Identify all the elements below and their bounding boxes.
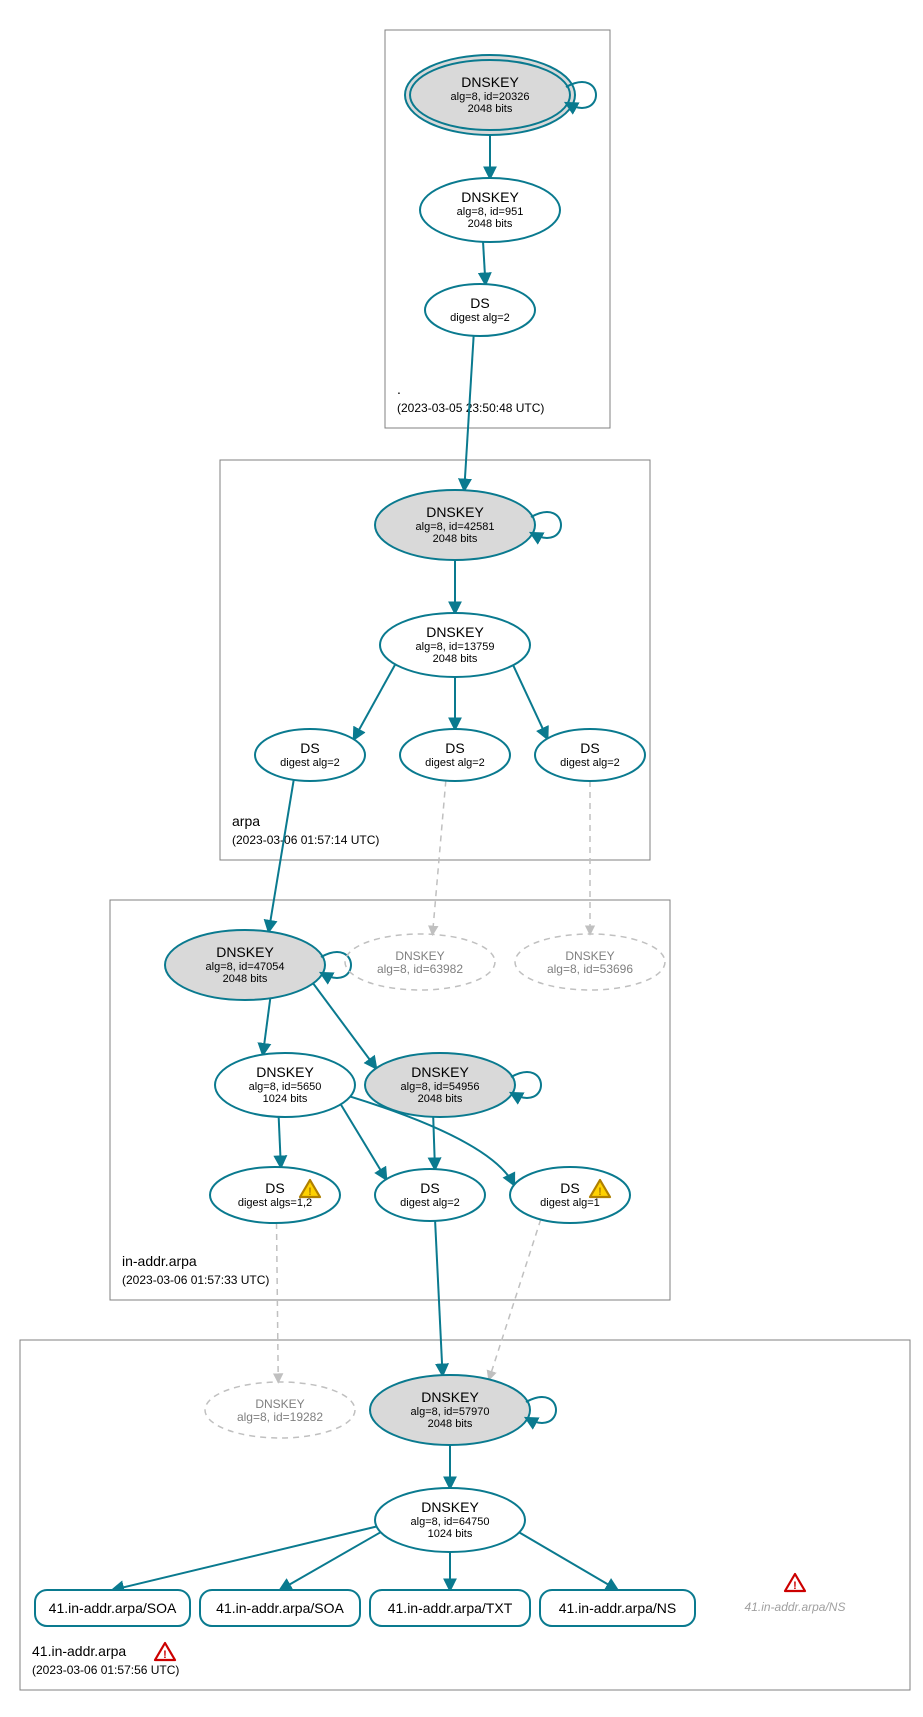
- svg-text:2048 bits: 2048 bits: [468, 103, 513, 115]
- svg-text:in-addr.arpa: in-addr.arpa: [122, 1253, 197, 1269]
- svg-text:DS: DS: [420, 1180, 439, 1196]
- svg-text:41.in-addr.arpa/NS: 41.in-addr.arpa/NS: [559, 1600, 677, 1616]
- svg-text:alg=8, id=57970: alg=8, id=57970: [411, 1406, 490, 1418]
- svg-text:alg=8, id=5650: alg=8, id=5650: [249, 1081, 322, 1093]
- svg-text:DNSKEY: DNSKEY: [216, 944, 274, 960]
- svg-text:DNSKEY: DNSKEY: [565, 949, 614, 963]
- svg-text:DNSKEY: DNSKEY: [421, 1389, 479, 1405]
- svg-text:DNSKEY: DNSKEY: [411, 1064, 469, 1080]
- svg-text:digest alg=2: digest alg=2: [400, 1197, 460, 1209]
- svg-text:1024 bits: 1024 bits: [428, 1528, 473, 1540]
- svg-text:DNSKEY: DNSKEY: [461, 74, 519, 90]
- svg-text:DNSKEY: DNSKEY: [426, 504, 484, 520]
- warn-icon: !: [785, 1574, 805, 1592]
- svg-text:digest alg=2: digest alg=2: [560, 757, 620, 769]
- svg-text:41.in-addr.arpa/NS: 41.in-addr.arpa/NS: [745, 1600, 846, 1614]
- svg-text:(2023-03-06 01:57:56 UTC): (2023-03-06 01:57:56 UTC): [32, 1663, 179, 1677]
- svg-text:digest alg=2: digest alg=2: [425, 757, 485, 769]
- svg-text:alg=8, id=53696: alg=8, id=53696: [547, 962, 633, 976]
- svg-text:!: !: [308, 1186, 312, 1198]
- svg-text:alg=8, id=13759: alg=8, id=13759: [416, 641, 495, 653]
- svg-text:alg=8, id=19282: alg=8, id=19282: [237, 1410, 323, 1424]
- svg-text:41.in-addr.arpa/TXT: 41.in-addr.arpa/TXT: [388, 1600, 513, 1616]
- dnssec-diagram: . (2023-03-05 23:50:48 UTC) arpa (2023-03-0…: [0, 0, 923, 1717]
- svg-text:2048 bits: 2048 bits: [433, 533, 478, 545]
- svg-text:41.in-addr.arpa/SOA: 41.in-addr.arpa/SOA: [49, 1600, 177, 1616]
- svg-text:alg=8, id=20326: alg=8, id=20326: [451, 91, 530, 103]
- svg-text:.: .: [397, 381, 401, 397]
- svg-text:DNSKEY: DNSKEY: [255, 1397, 304, 1411]
- svg-text:DS: DS: [265, 1180, 284, 1196]
- svg-text:41.in-addr.arpa/SOA: 41.in-addr.arpa/SOA: [216, 1600, 344, 1616]
- svg-text:1024 bits: 1024 bits: [263, 1093, 308, 1105]
- svg-text:2048 bits: 2048 bits: [468, 218, 513, 230]
- svg-text:arpa: arpa: [232, 813, 260, 829]
- svg-text:alg=8, id=42581: alg=8, id=42581: [416, 521, 495, 533]
- svg-text:!: !: [163, 1649, 167, 1661]
- svg-text:DNSKEY: DNSKEY: [256, 1064, 314, 1080]
- svg-text:(2023-03-05 23:50:48 UTC): (2023-03-05 23:50:48 UTC): [397, 401, 544, 415]
- svg-text:DNSKEY: DNSKEY: [426, 624, 484, 640]
- svg-text:digest algs=1,2: digest algs=1,2: [238, 1197, 312, 1209]
- svg-text:2048 bits: 2048 bits: [418, 1093, 463, 1105]
- svg-text:digest alg=2: digest alg=2: [280, 757, 340, 769]
- svg-text:41.in-addr.arpa: 41.in-addr.arpa: [32, 1643, 126, 1659]
- svg-text:!: !: [598, 1186, 602, 1198]
- svg-text:DNSKEY: DNSKEY: [461, 189, 519, 205]
- svg-text:DNSKEY: DNSKEY: [421, 1499, 479, 1515]
- svg-text:!: !: [793, 1580, 797, 1592]
- svg-text:alg=8, id=64750: alg=8, id=64750: [411, 1516, 490, 1528]
- svg-text:alg=8, id=47054: alg=8, id=47054: [206, 961, 285, 973]
- svg-text:DS: DS: [445, 740, 464, 756]
- svg-text:alg=8, id=951: alg=8, id=951: [457, 206, 524, 218]
- svg-text:DS: DS: [560, 1180, 579, 1196]
- svg-text:DS: DS: [470, 295, 489, 311]
- svg-text:alg=8, id=63982: alg=8, id=63982: [377, 962, 463, 976]
- svg-text:DNSKEY: DNSKEY: [395, 949, 444, 963]
- svg-text:digest alg=1: digest alg=1: [540, 1197, 600, 1209]
- svg-text:(2023-03-06 01:57:14 UTC): (2023-03-06 01:57:14 UTC): [232, 833, 379, 847]
- svg-text:digest alg=2: digest alg=2: [450, 312, 510, 324]
- svg-text:alg=8, id=54956: alg=8, id=54956: [401, 1081, 480, 1093]
- svg-text:DS: DS: [300, 740, 319, 756]
- svg-text:2048 bits: 2048 bits: [428, 1418, 473, 1430]
- svg-text:DS: DS: [580, 740, 599, 756]
- svg-text:2048 bits: 2048 bits: [433, 653, 478, 665]
- warn-icon: !: [155, 1643, 175, 1661]
- svg-text:(2023-03-06 01:57:33 UTC): (2023-03-06 01:57:33 UTC): [122, 1273, 269, 1287]
- svg-text:2048 bits: 2048 bits: [223, 973, 268, 985]
